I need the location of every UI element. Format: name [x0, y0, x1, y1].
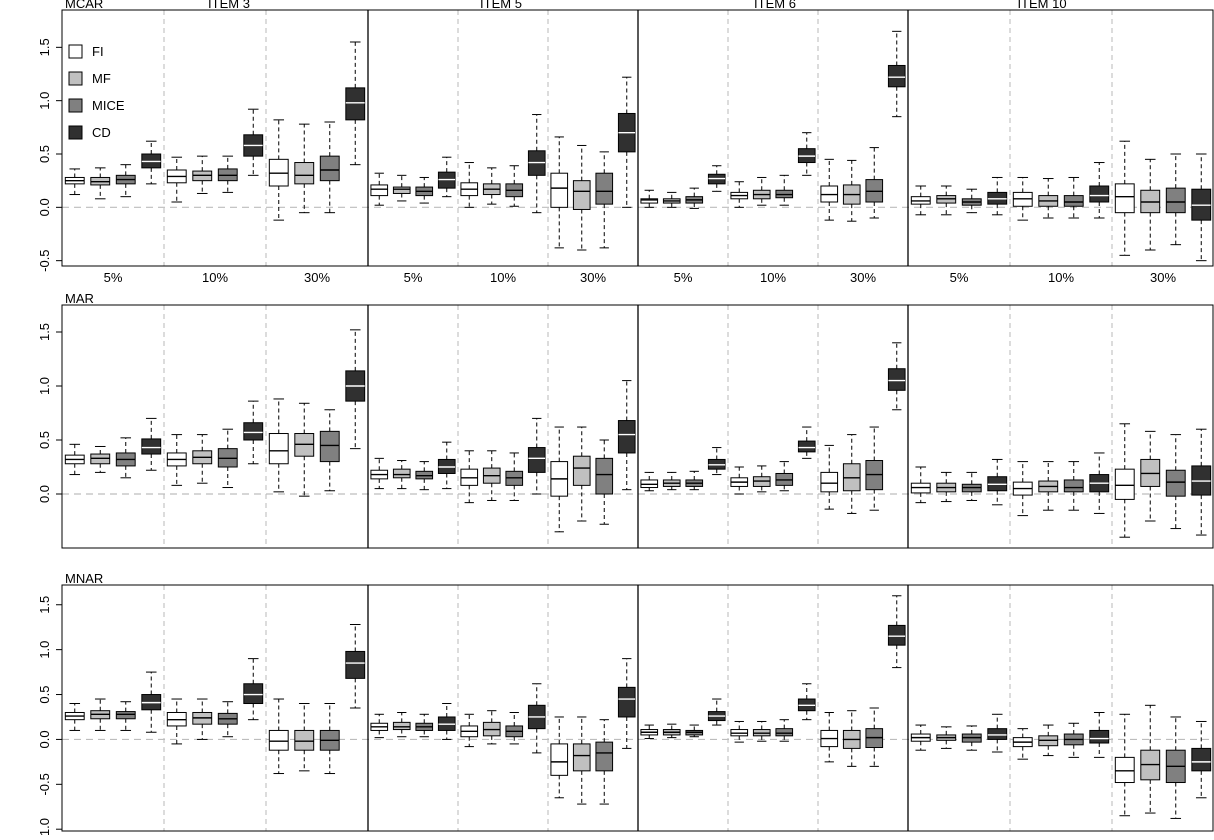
y-tick-label: 1.0	[37, 641, 52, 659]
box-mnar-mice	[115, 711, 136, 720]
y-tick-label: 0.5	[37, 145, 52, 163]
box-mnar-mf	[294, 729, 315, 751]
rate-label: 30%	[580, 270, 606, 285]
box-mcar-fi	[640, 198, 659, 204]
box-mnar-mice	[775, 728, 794, 737]
legend-label: CD	[92, 125, 111, 140]
box-mar-cd	[243, 422, 264, 441]
y-tick-label: 1.5	[37, 596, 52, 614]
box-mar-mf	[572, 455, 591, 486]
rate-label: 10%	[202, 270, 228, 285]
y-tick-label: 1.5	[37, 323, 52, 341]
box-mcar-mice	[319, 155, 340, 182]
legend-swatch	[68, 125, 83, 140]
box-mcar-cd	[345, 87, 366, 121]
y-tick-label: -0.5	[37, 249, 52, 271]
box-mcar-mf	[294, 162, 315, 185]
panel-mar: 0.0 0.5 1.0 1.5 MAR	[37, 291, 1214, 549]
box-mar-mice	[595, 457, 614, 495]
item-label: ITEM 3	[208, 0, 250, 11]
box-mcar-mf	[572, 180, 591, 210]
legend-swatch	[68, 71, 83, 86]
y-tick-label: 0.0	[37, 485, 52, 503]
rate-label: 10%	[490, 270, 516, 285]
box-mar-mice	[319, 430, 340, 463]
panel-title: MAR	[65, 291, 94, 306]
box-mar-mice	[1165, 469, 1186, 497]
box-mnar-fi	[550, 743, 569, 776]
y-tick-label: 0.0	[37, 198, 52, 216]
box-mar-fi	[268, 433, 289, 465]
y-tick-label: 0.5	[37, 431, 52, 449]
box-mcar-mice	[1165, 187, 1186, 214]
rate-label: 10%	[1048, 270, 1074, 285]
y-tick-label: 1.5	[37, 38, 52, 56]
rate-label: 30%	[1150, 270, 1176, 285]
legend-label: MF	[92, 71, 111, 86]
panel-title: MNAR	[65, 571, 103, 586]
legend-swatch	[68, 44, 83, 59]
box-mnar-cd	[617, 686, 636, 718]
panel-mnar: -1.0 -0.5 0.0 0.5 1.0 1.5 MNAR	[37, 571, 1214, 840]
rate-label: 5%	[404, 270, 423, 285]
legend-label: MICE	[92, 98, 125, 113]
y-tick-label: 0.0	[37, 730, 52, 748]
box-mar-fi	[820, 471, 839, 493]
legend-swatch	[68, 98, 83, 113]
box-mcar-mf	[392, 186, 411, 194]
box-mar-mf	[392, 468, 411, 479]
box-mcar-fi	[1114, 183, 1135, 214]
box-mcar-fi	[370, 184, 389, 197]
legend: FI MF MICE CD	[68, 44, 125, 140]
box-mnar-fi	[268, 729, 289, 751]
legend-label: FI	[92, 44, 104, 59]
rate-label: 10%	[760, 270, 786, 285]
rate-label: 5%	[950, 270, 969, 285]
box-mcar-fi	[550, 172, 569, 208]
box-mar-cd	[887, 368, 906, 391]
box-mcar-mice	[1063, 195, 1084, 207]
box-mnar-cd	[345, 650, 366, 679]
item-label: ITEM 5	[480, 0, 522, 11]
rate-label: 30%	[304, 270, 330, 285]
box-mnar-cd	[1089, 729, 1110, 744]
y-tick-label: -1.0	[37, 818, 52, 835]
box-mcar-cd	[1089, 185, 1110, 203]
box-mar-cd	[617, 420, 636, 454]
box-mar-mice	[1063, 479, 1084, 493]
box-mnar-mf	[392, 721, 411, 731]
box-mnar-cd	[243, 683, 264, 705]
box-mar-fi	[1114, 468, 1135, 500]
rate-label: 5%	[104, 270, 123, 285]
box-mnar-fi	[1114, 756, 1135, 784]
y-tick-label: -0.5	[37, 773, 52, 795]
box-mnar-cd	[887, 624, 906, 646]
item-label: ITEM 6	[754, 0, 796, 11]
box-mcar-mice	[595, 172, 614, 205]
box-mnar-cd	[987, 728, 1008, 740]
rate-label: 30%	[850, 270, 876, 285]
box-mar-cd	[141, 438, 162, 455]
rate-label: 5%	[674, 270, 693, 285]
y-tick-label: 0.5	[37, 685, 52, 703]
box-mcar-cd	[887, 64, 906, 88]
box-mnar-cd	[1191, 747, 1212, 772]
box-mar-cd	[527, 447, 546, 473]
box-mnar-mf	[572, 743, 591, 772]
y-tick-label: 1.0	[37, 92, 52, 110]
panel-mcar: -0.5 0.0 0.5 1.0 1.5 MCAR ITEM 3 ITEM 5 ITEM 6 IT…	[37, 0, 1214, 285]
y-tick-label: 1.0	[37, 377, 52, 395]
box-mar-cd	[797, 440, 816, 453]
item-label: ITEM 10	[1017, 0, 1066, 11]
box-mnar-mice	[595, 741, 614, 772]
panel-title: MCAR	[65, 0, 103, 11]
